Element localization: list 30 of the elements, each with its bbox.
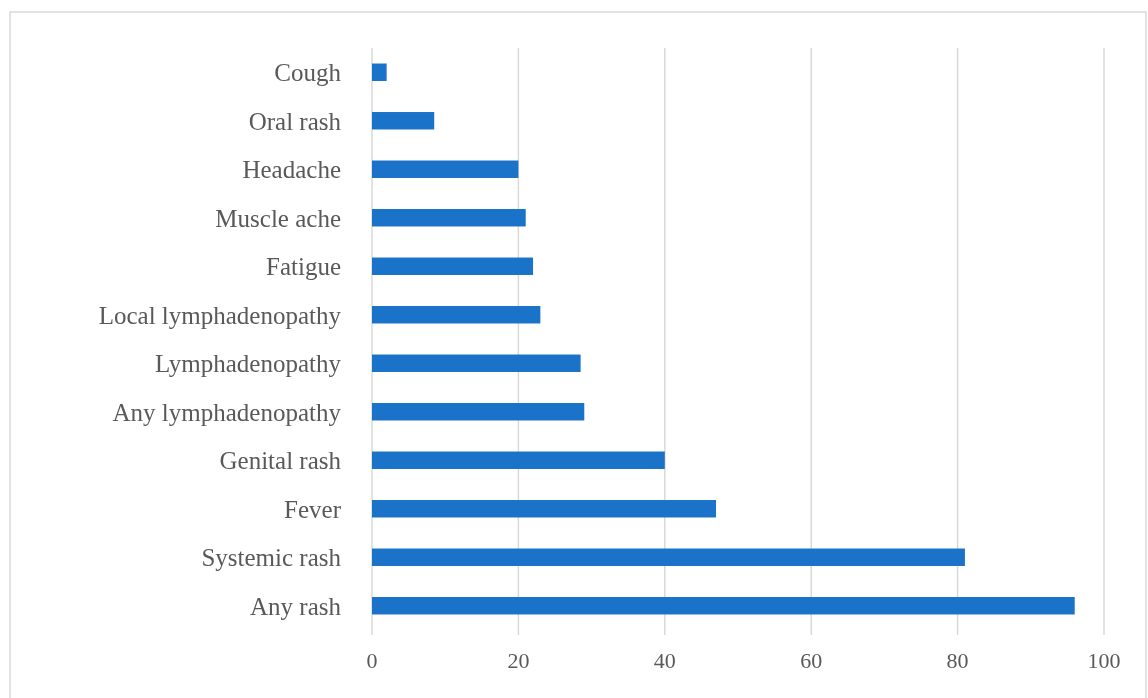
x-tick-label: 0 (366, 648, 378, 673)
bar (372, 306, 541, 324)
bar (372, 500, 717, 518)
bar (372, 403, 585, 421)
bar (372, 354, 581, 372)
y-tick-label: Any lymphadenopathy (112, 398, 342, 426)
bar (372, 257, 534, 275)
x-tick-label: 80 (946, 648, 969, 673)
bar (372, 160, 519, 178)
y-tick-label: Any rash (250, 592, 342, 620)
x-tick-label: 100 (1087, 648, 1121, 673)
bar (372, 209, 526, 227)
y-tick-label: Genital rash (219, 447, 342, 474)
y-tick-label: Headache (242, 156, 341, 183)
x-tick-label: 40 (653, 648, 676, 673)
x-tick-label: 60 (800, 648, 823, 673)
bar (372, 548, 965, 566)
bar (372, 63, 387, 81)
bar (372, 597, 1075, 615)
y-tick-label: Oral rash (248, 107, 342, 135)
y-tick-label: Fever (284, 495, 342, 523)
bar (372, 112, 435, 130)
bar (372, 451, 665, 469)
y-tick-label: Systemic rash (201, 544, 342, 571)
y-tick-label: Cough (274, 59, 342, 86)
y-tick-label: Muscle ache (215, 204, 341, 232)
y-tick-label: Fatigue (266, 253, 341, 280)
y-tick-label: Local lymphadenopathy (98, 301, 342, 329)
x-tick-label: 20 (507, 648, 530, 673)
y-tick-label: Lymphadenopathy (154, 350, 342, 377)
